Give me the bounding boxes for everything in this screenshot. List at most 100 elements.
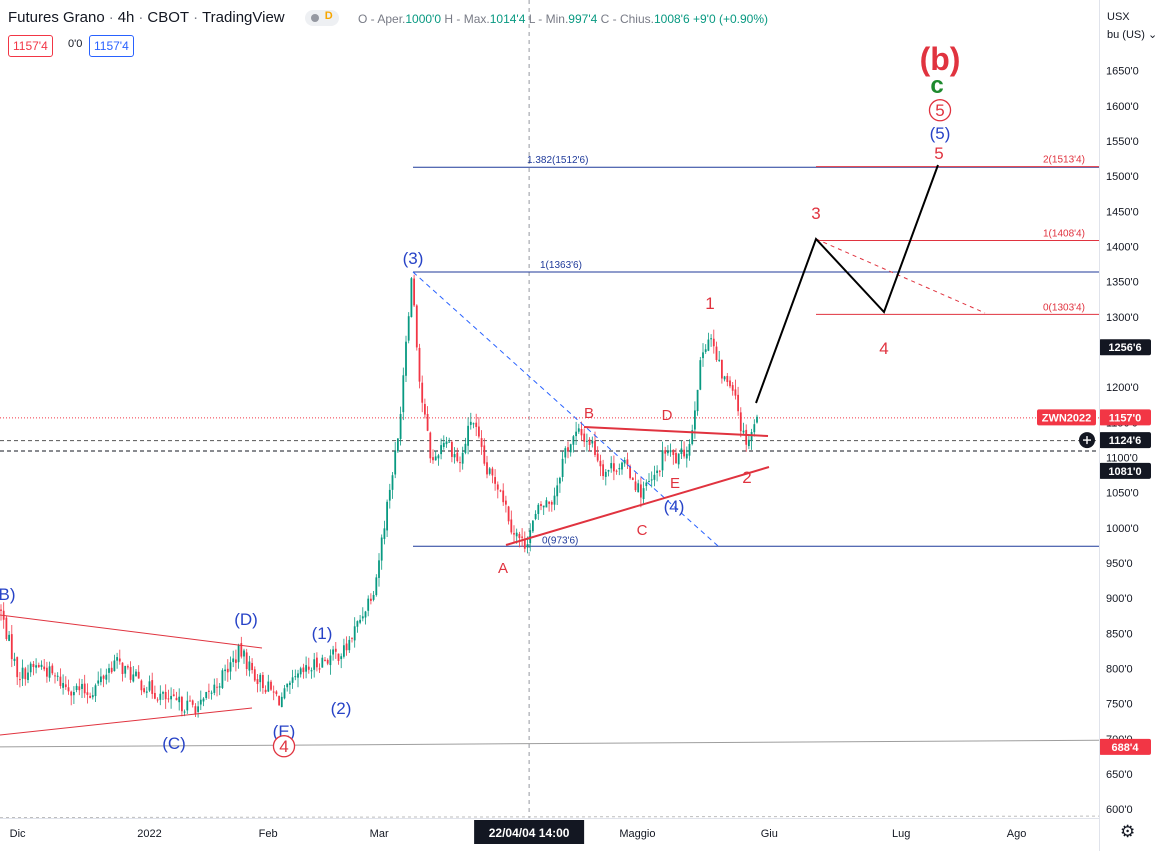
buy-price-box[interactable]: 1157'4 bbox=[89, 35, 134, 57]
unit-selector[interactable]: bu (US) ⌄ bbox=[1107, 26, 1157, 44]
candle-body bbox=[248, 661, 251, 671]
candle-body bbox=[205, 691, 208, 698]
candle-body bbox=[70, 691, 73, 696]
candle-body bbox=[305, 665, 307, 672]
candle-body bbox=[634, 481, 637, 491]
x-tick-label: Maggio bbox=[619, 828, 655, 840]
candle-body bbox=[704, 349, 707, 352]
y-tick-label: 1000'0 bbox=[1106, 523, 1139, 535]
candle-body bbox=[613, 463, 615, 472]
candle-body bbox=[380, 537, 383, 561]
candle-body bbox=[235, 659, 237, 663]
candle-body bbox=[226, 668, 229, 673]
candle-body bbox=[154, 692, 156, 699]
candle-body bbox=[345, 643, 348, 651]
candle-body bbox=[135, 671, 137, 676]
y-tick-label: 1550'0 bbox=[1106, 136, 1139, 148]
wave-4-upper-trendline bbox=[583, 426, 769, 437]
candle-body bbox=[332, 649, 334, 655]
wave-label: (D) bbox=[234, 610, 258, 629]
change-value: +9'0 (+0.90%) bbox=[693, 12, 769, 26]
candle-body bbox=[615, 470, 618, 472]
candles-group bbox=[0, 274, 758, 718]
wave-label: 4 bbox=[279, 737, 288, 756]
symbol-title[interactable]: Futures Grano bbox=[8, 9, 105, 26]
candle-body bbox=[569, 444, 572, 453]
y-tick-label: 900'0 bbox=[1106, 593, 1133, 605]
candle-body bbox=[656, 470, 658, 474]
candle-body bbox=[86, 692, 89, 695]
gear-icon[interactable]: ⚙ bbox=[1120, 822, 1136, 841]
candle-body bbox=[577, 428, 580, 432]
candle-body bbox=[29, 663, 32, 673]
wave-4-lower-trendline bbox=[505, 466, 770, 546]
wave-label: (3) bbox=[403, 249, 424, 268]
candle-body bbox=[621, 462, 623, 470]
candle-body bbox=[451, 441, 453, 457]
price-label-high-bg bbox=[1099, 339, 1151, 356]
x-tick-label: Lug bbox=[892, 828, 910, 840]
candle-body bbox=[388, 489, 391, 501]
candle-body bbox=[178, 696, 181, 703]
currency-selector[interactable]: USX bbox=[1107, 11, 1130, 23]
data-status-badge[interactable]: D bbox=[304, 10, 339, 27]
projection-dashed-line bbox=[815, 238, 986, 314]
candle-body bbox=[46, 667, 48, 677]
candle-body bbox=[486, 462, 488, 475]
candle-body bbox=[445, 441, 448, 445]
sell-price-box[interactable]: 1157'4 bbox=[8, 35, 53, 57]
candle-body bbox=[464, 443, 467, 453]
candle-body bbox=[232, 658, 235, 663]
candle-body bbox=[64, 684, 67, 688]
x-tick-label: Feb bbox=[259, 828, 278, 840]
wave-label: A bbox=[498, 560, 508, 577]
candle-body bbox=[283, 688, 286, 699]
candle-body bbox=[456, 452, 459, 462]
interval-label[interactable]: 4h bbox=[117, 9, 135, 26]
candle-body bbox=[97, 680, 100, 684]
candle-body bbox=[221, 670, 224, 688]
candle-body bbox=[742, 430, 745, 433]
candle-body bbox=[218, 686, 221, 688]
candle-body bbox=[100, 676, 102, 683]
candle-body bbox=[518, 533, 521, 539]
candle-body bbox=[748, 439, 750, 447]
candle-body bbox=[289, 682, 291, 685]
candle-body bbox=[151, 680, 154, 694]
y-tick-label: 1050'0 bbox=[1106, 488, 1139, 500]
candle-body bbox=[626, 459, 629, 465]
candle-body bbox=[343, 645, 345, 657]
crosshair-price-label-bg bbox=[1099, 432, 1151, 449]
candle-body bbox=[442, 442, 445, 448]
candle-body bbox=[669, 450, 672, 453]
candle-body bbox=[89, 695, 91, 698]
candle-body bbox=[572, 436, 575, 445]
candle-body bbox=[675, 452, 677, 464]
symbol-price-tag-bg bbox=[1037, 409, 1096, 426]
candle-body bbox=[496, 484, 499, 490]
candle-body bbox=[21, 667, 24, 679]
y-tick-label: 1500'0 bbox=[1106, 171, 1139, 183]
candle-body bbox=[599, 460, 602, 467]
candle-body bbox=[262, 674, 264, 689]
wave-label: (b) bbox=[920, 41, 961, 77]
candle-body bbox=[199, 699, 202, 705]
candle-body bbox=[529, 530, 532, 544]
candle-body bbox=[453, 454, 456, 458]
candle-body bbox=[307, 666, 310, 670]
candle-body bbox=[526, 544, 529, 548]
chart-header: Futures Grano · 4h · CBOT · TradingView D bbox=[8, 9, 339, 27]
candle-body bbox=[696, 389, 699, 412]
x-tick-label: Giu bbox=[761, 828, 778, 840]
last-price-label: 1157'0 bbox=[1109, 412, 1142, 424]
candle-body bbox=[591, 440, 594, 444]
candle-body bbox=[553, 495, 556, 505]
candle-body bbox=[170, 695, 172, 700]
candle-body bbox=[329, 655, 332, 666]
candle-body bbox=[75, 685, 78, 690]
candle-body bbox=[739, 412, 742, 432]
candle-body bbox=[208, 690, 210, 692]
candle-body bbox=[610, 463, 613, 469]
candle-body bbox=[718, 359, 721, 361]
